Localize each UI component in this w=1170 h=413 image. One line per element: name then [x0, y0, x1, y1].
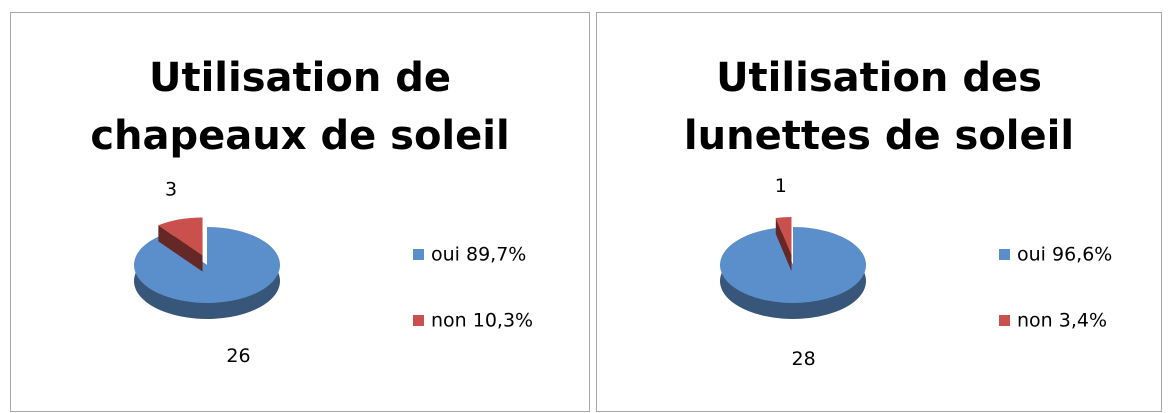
legend-swatch — [413, 249, 424, 260]
chart-title: Utilisation des lunettes de soleil — [683, 55, 1075, 159]
legend-label: oui 89,7% — [431, 244, 526, 266]
chart-panel: Utilisation de chapeaux de soleil 26 oui 8… — [10, 12, 590, 412]
pie-slice — [720, 227, 866, 304]
data-label: 26 — [226, 345, 250, 367]
pie-slice — [133, 227, 280, 303]
pie-slice — [158, 217, 203, 256]
data-label: 3 — [165, 178, 177, 200]
pie-slice-side — [158, 217, 203, 272]
pie-chart: 28 oui 96,6% 1 non 3,4% — [719, 175, 1112, 370]
pie-chart: 26 oui 89,7% 3 non 10,3% — [133, 178, 533, 367]
legend-label: oui 96,6% — [1017, 244, 1112, 266]
pie-slice — [775, 217, 792, 256]
legend-swatch — [999, 249, 1010, 260]
legend-label: non 3,4% — [1017, 310, 1107, 332]
data-label: 28 — [792, 348, 816, 370]
data-label: 1 — [775, 175, 787, 197]
pie-slice-side — [775, 217, 792, 272]
legend-swatch — [999, 315, 1010, 326]
legend-label: non 10,3% — [431, 310, 533, 332]
chart-panel: Utilisation des lunettes de soleil 28 oui … — [596, 12, 1162, 412]
chart-title: Utilisation de chapeaux de soleil — [90, 55, 510, 159]
legend-swatch — [413, 315, 424, 326]
